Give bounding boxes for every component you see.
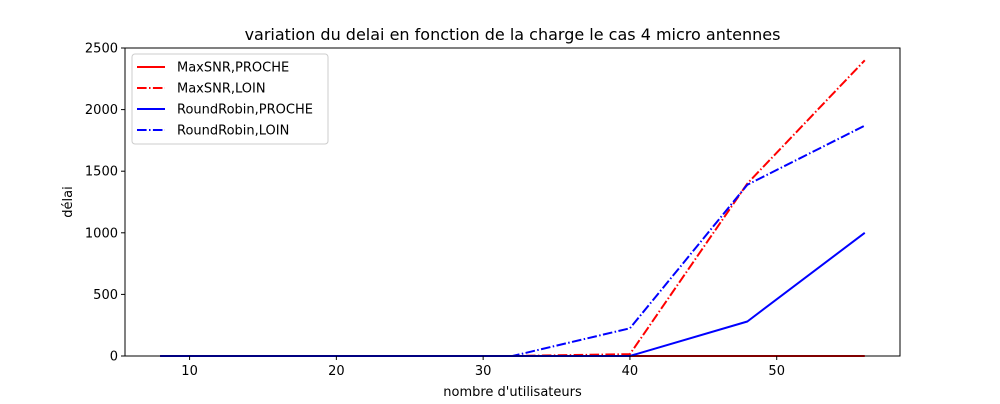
legend-label: RoundRobin,PROCHE — [177, 103, 313, 118]
x-tick-label: 50 — [768, 364, 785, 379]
x-axis-label: nombre d'utilisateurs — [443, 385, 582, 400]
y-tick-label: 2000 — [85, 103, 118, 118]
y-tick-label: 1500 — [85, 165, 118, 180]
legend-items: MaxSNR,PROCHE MaxSNR,LOIN RoundRobin,PROCH… — [137, 61, 313, 139]
x-tick-label: 40 — [622, 364, 639, 379]
y-axis-label: délai — [61, 186, 76, 217]
legend-box — [131, 53, 329, 145]
y-tick-label: 1000 — [85, 226, 118, 241]
y-tick-label: 2500 — [85, 42, 118, 57]
y-axis: 0 500 1000 1500 2000 2500 — [85, 42, 125, 365]
legend-label: RoundRobin,LOIN — [177, 124, 289, 139]
legend-label: MaxSNR,PROCHE — [177, 61, 289, 76]
x-tick-label: 10 — [181, 364, 198, 379]
plot-frame — [124, 47, 901, 357]
y-tick-label: 500 — [93, 288, 118, 303]
legend: MaxSNR,PROCHE MaxSNR,LOIN RoundRobin,PROCH… — [131, 53, 329, 145]
y-tick-label: 0 — [110, 350, 118, 365]
legend-label: MaxSNR,LOIN — [177, 82, 266, 97]
chart-title: variation du delai en fonction de la cha… — [245, 25, 781, 44]
x-tick-label: 20 — [328, 364, 345, 379]
x-axis: 10 20 30 40 50 — [181, 356, 785, 379]
x-tick-label: 30 — [475, 364, 492, 379]
